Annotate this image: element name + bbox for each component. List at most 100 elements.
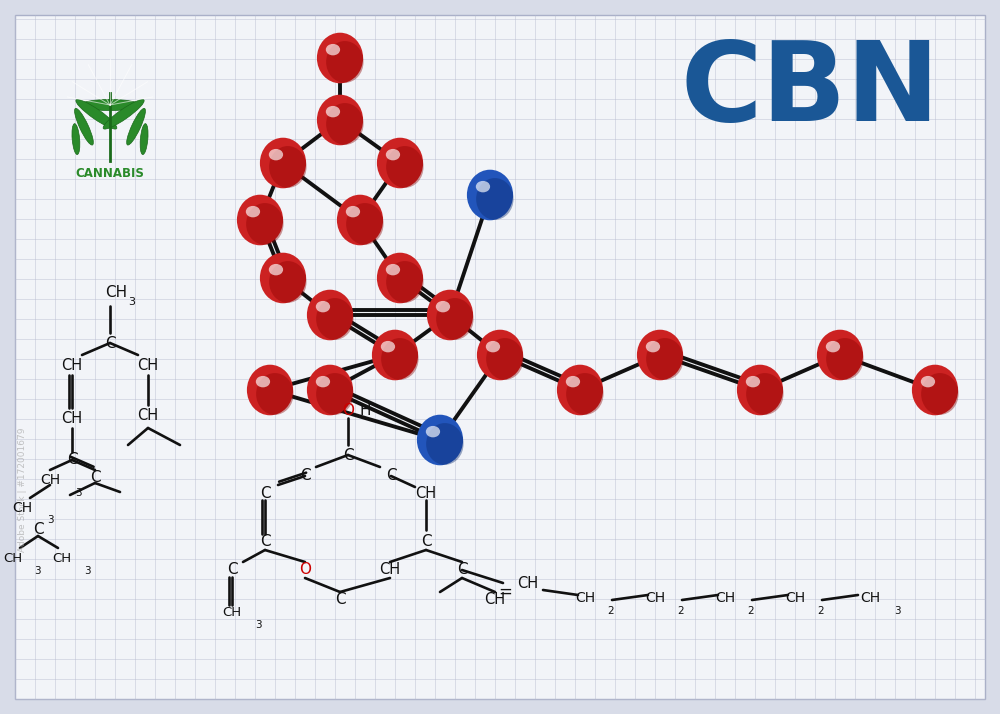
- Text: 2: 2: [678, 606, 684, 616]
- Ellipse shape: [103, 99, 144, 129]
- Ellipse shape: [377, 138, 423, 188]
- Ellipse shape: [921, 376, 935, 388]
- Text: 3: 3: [47, 515, 53, 525]
- Text: C: C: [227, 563, 237, 578]
- Ellipse shape: [637, 330, 683, 381]
- Text: C: C: [421, 535, 431, 550]
- Text: 3: 3: [84, 566, 90, 576]
- Text: CH: CH: [379, 563, 401, 578]
- Ellipse shape: [746, 373, 784, 415]
- Ellipse shape: [426, 423, 464, 465]
- Text: CH: CH: [222, 606, 242, 620]
- Text: CH: CH: [517, 576, 539, 591]
- Ellipse shape: [317, 33, 363, 84]
- Text: C: C: [457, 563, 467, 578]
- Ellipse shape: [381, 338, 419, 380]
- Ellipse shape: [326, 106, 340, 117]
- Ellipse shape: [436, 301, 450, 312]
- Ellipse shape: [746, 376, 760, 388]
- Ellipse shape: [646, 338, 684, 380]
- Text: 3: 3: [34, 566, 40, 576]
- Ellipse shape: [140, 124, 148, 154]
- Text: CH: CH: [785, 591, 805, 605]
- Ellipse shape: [826, 341, 840, 353]
- Text: O: O: [299, 563, 311, 578]
- Ellipse shape: [81, 99, 139, 111]
- Ellipse shape: [260, 253, 306, 303]
- Text: CH: CH: [3, 551, 23, 565]
- Ellipse shape: [476, 178, 514, 220]
- Ellipse shape: [269, 264, 283, 276]
- Text: CH: CH: [12, 501, 32, 515]
- Text: 3: 3: [894, 606, 900, 616]
- Text: CBN: CBN: [680, 36, 940, 144]
- Text: 3: 3: [75, 488, 81, 498]
- Text: CH: CH: [645, 591, 665, 605]
- Ellipse shape: [247, 365, 293, 416]
- Ellipse shape: [386, 264, 400, 276]
- Ellipse shape: [127, 109, 145, 145]
- Text: CH: CH: [52, 551, 72, 565]
- Text: C: C: [105, 336, 115, 351]
- FancyBboxPatch shape: [15, 15, 985, 699]
- Ellipse shape: [557, 365, 603, 416]
- Ellipse shape: [326, 41, 364, 83]
- Ellipse shape: [386, 146, 424, 188]
- Ellipse shape: [269, 146, 307, 188]
- Text: =: =: [498, 583, 512, 601]
- Ellipse shape: [75, 109, 93, 145]
- Ellipse shape: [256, 376, 270, 388]
- Ellipse shape: [486, 341, 500, 353]
- Ellipse shape: [427, 290, 473, 341]
- Ellipse shape: [566, 376, 580, 388]
- Ellipse shape: [477, 330, 523, 381]
- Text: 3: 3: [128, 297, 135, 307]
- Text: Adobe Stock | #172001679: Adobe Stock | #172001679: [18, 428, 27, 552]
- Text: 3: 3: [255, 620, 261, 630]
- Ellipse shape: [476, 181, 490, 192]
- Text: 2: 2: [608, 606, 614, 616]
- Ellipse shape: [260, 138, 306, 188]
- Ellipse shape: [326, 44, 340, 56]
- Text: C: C: [33, 523, 43, 538]
- Ellipse shape: [646, 341, 660, 353]
- Ellipse shape: [316, 373, 354, 415]
- Text: CH: CH: [137, 408, 159, 423]
- Text: C: C: [67, 453, 77, 468]
- Ellipse shape: [256, 373, 294, 415]
- Text: CH: CH: [575, 591, 595, 605]
- Text: CH: CH: [484, 593, 506, 608]
- Text: C: C: [343, 448, 353, 463]
- Text: CH: CH: [105, 284, 127, 299]
- Ellipse shape: [317, 95, 363, 146]
- Text: 2: 2: [748, 606, 754, 616]
- Text: O: O: [342, 403, 354, 418]
- Ellipse shape: [346, 206, 360, 217]
- Ellipse shape: [436, 298, 474, 340]
- Ellipse shape: [386, 261, 424, 303]
- Ellipse shape: [566, 373, 604, 415]
- Ellipse shape: [737, 365, 783, 416]
- Ellipse shape: [381, 341, 395, 353]
- Ellipse shape: [921, 373, 959, 415]
- Text: CH: CH: [715, 591, 735, 605]
- Text: C: C: [260, 486, 270, 501]
- Ellipse shape: [246, 206, 260, 217]
- Text: CH: CH: [415, 486, 437, 501]
- Text: C: C: [386, 468, 396, 483]
- Ellipse shape: [372, 330, 418, 381]
- Ellipse shape: [316, 298, 354, 340]
- Ellipse shape: [269, 261, 307, 303]
- Ellipse shape: [269, 149, 283, 161]
- Text: CH: CH: [61, 411, 83, 426]
- Ellipse shape: [237, 195, 283, 246]
- Text: C: C: [300, 468, 310, 483]
- Ellipse shape: [246, 203, 284, 245]
- Ellipse shape: [417, 415, 463, 466]
- Ellipse shape: [386, 149, 400, 161]
- Ellipse shape: [316, 301, 330, 312]
- Ellipse shape: [76, 99, 117, 129]
- Ellipse shape: [346, 203, 384, 245]
- Text: 2: 2: [818, 606, 824, 616]
- Text: C: C: [90, 471, 100, 486]
